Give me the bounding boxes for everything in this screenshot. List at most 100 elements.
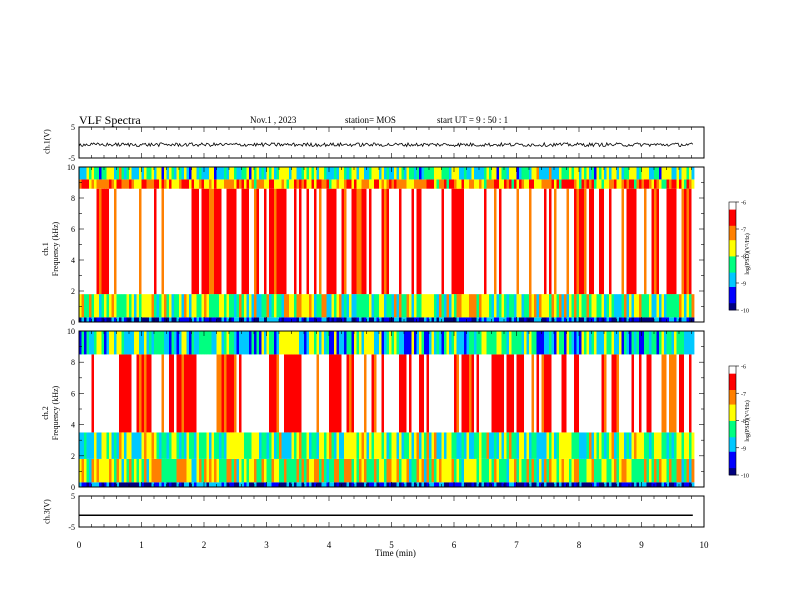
spectrogram-cell [499,294,502,318]
colorbar-cell [729,216,736,219]
spectrogram-cell [184,354,187,433]
spectrogram-cell [259,317,262,322]
spectrogram-cell [324,432,327,459]
spectrogram-cell [651,167,655,180]
spectrogram-cell [569,179,572,189]
colorbar-cell [729,283,736,286]
spectrogram-cell [499,188,502,295]
spectrogram-cell [666,294,670,318]
colorbar-cell [729,409,736,412]
spectrogram-cell [691,432,695,459]
spectrogram-cell [289,458,292,483]
spectrogram-cell [491,331,495,355]
spectrogram-cell [136,354,140,433]
spectrogram-cell [226,188,230,295]
spectrogram-cell [579,179,582,189]
spectrogram-cell [656,317,660,322]
spectrogram-cell [179,317,182,322]
spectrogram-cell [199,167,202,180]
spectrogram-cell [579,317,582,322]
spectrogram-cell [636,458,640,483]
spectrogram-cell [169,167,172,180]
spectrogram-cell [554,458,557,483]
spectrogram-cell [201,432,205,459]
spectrogram-cell [646,432,650,459]
spectrogram-cell [209,179,212,189]
spectrogram-cell [494,317,497,322]
spectrogram-cell [436,458,440,483]
spectrogram-cell [616,354,620,433]
spectrogram-cell [336,188,340,295]
spectrogram-cell [504,482,507,487]
spectrogram-cell [459,331,462,355]
spectrogram-cell [156,432,160,459]
spectrogram-cell [661,188,665,295]
spectrogram-cell [624,482,627,487]
spectrogram-cell [559,167,562,180]
spectrogram-cell [284,317,287,322]
spectrogram-cell [401,294,405,318]
spectrogram-cell [326,482,330,487]
spectrogram-cell [294,167,297,180]
spectrogram-cell [686,458,690,483]
spectrogram-cell [259,458,262,483]
spectrogram-cell [611,188,615,295]
spectrogram-cell [601,317,605,322]
colorbar-cell [729,420,736,423]
spectrogram-cell [309,179,312,189]
spectrogram-cell [516,294,520,318]
spectrogram-cell [159,317,162,322]
spectrogram-cell [641,188,645,295]
spectrogram-cell [536,354,540,433]
spectrogram-cell [616,167,620,180]
spectrogram-cell [691,294,695,318]
spectrogram-cell [421,331,425,355]
spectrogram-cell [676,331,680,355]
spectrogram-cell [631,432,635,459]
spectrogram-cell [649,294,652,318]
spectrogram-cell [141,179,145,189]
spectrogram-cell [214,432,217,459]
spectrogram-cell [289,294,292,318]
spectrogram-cell [591,458,595,483]
spectrogram-cell [236,179,240,189]
spectrogram-cell [251,458,255,483]
spectrogram-cell [431,167,435,180]
spectrogram-cell [301,179,305,189]
spectrogram-cell [221,331,225,355]
spectrogram-cell [341,179,345,189]
spectrogram-cell [151,432,155,459]
spectrogram-cell [444,331,447,355]
spectrogram-cell [101,294,105,318]
spectrogram-cell [304,317,307,322]
spectrogram-cell [579,331,582,355]
spectrogram-cell [594,167,597,180]
spectrogram-cell [541,188,545,295]
spectrogram-cell [309,354,312,433]
spectrogram-cell [236,482,240,487]
spectrogram-cell [114,331,117,355]
spectrogram-cell [156,458,160,483]
spectrogram-cell [141,167,145,180]
spectrogram-cell [599,482,602,487]
spectrogram-cell [539,458,542,483]
spectrogram-cell [376,179,380,189]
spectrogram-cell [636,294,640,318]
spectrogram-cell [86,188,90,295]
spectrogram-cell [549,179,552,189]
spectrogram-cell [461,317,465,322]
spectrogram-cell [281,167,285,180]
spectrogram-cell [414,482,417,487]
y-tick-label: 8 [71,358,75,367]
spectrogram-cell [181,179,185,189]
spectrogram-cell [206,331,210,355]
spectrogram-cell [149,294,152,318]
spectrogram-cell [159,331,162,355]
spectrogram-cell [414,432,417,459]
spectrogram-cell [116,432,120,459]
spectrogram-cell [511,167,515,180]
spectrogram-cell [184,331,187,355]
spectrogram-cell [319,482,322,487]
colorbar-cell [729,380,736,383]
spectrogram-cell [256,331,260,355]
